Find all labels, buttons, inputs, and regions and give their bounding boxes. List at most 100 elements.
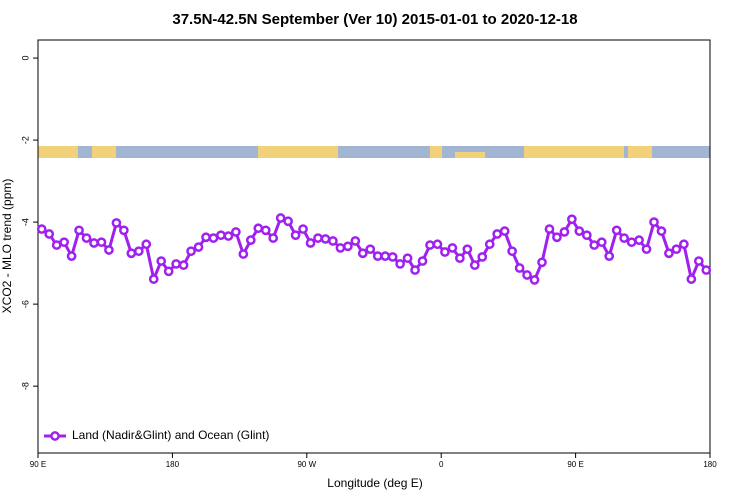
chart-title: 37.5N-42.5N September (Ver 10) 2015-01-0… — [172, 11, 577, 28]
point — [320, 234, 331, 244]
point — [119, 225, 129, 236]
y-tick-label: -6 — [20, 300, 30, 308]
point — [350, 236, 361, 246]
point — [649, 217, 659, 227]
point — [432, 239, 443, 250]
point — [574, 226, 585, 236]
point — [148, 274, 159, 284]
point — [484, 239, 495, 250]
x-tick-label: 180 — [166, 460, 180, 469]
point — [499, 226, 510, 236]
point — [410, 265, 420, 275]
point — [171, 259, 181, 269]
point — [425, 240, 435, 250]
point — [529, 275, 540, 285]
point — [81, 233, 92, 243]
point — [395, 259, 405, 269]
point — [455, 253, 465, 264]
y-tick-label: 0 — [20, 56, 30, 61]
point — [567, 214, 577, 225]
point — [544, 224, 555, 234]
point — [492, 229, 503, 239]
point — [328, 236, 338, 246]
point — [462, 244, 473, 255]
x-tick-label: 0 — [439, 460, 444, 469]
point — [447, 243, 458, 253]
point — [104, 245, 114, 255]
point — [313, 233, 323, 243]
point — [440, 247, 450, 257]
point — [507, 246, 517, 257]
point — [238, 249, 249, 259]
point — [275, 213, 286, 223]
map-strip — [38, 146, 710, 158]
point — [387, 252, 398, 262]
point — [343, 241, 353, 252]
y-tick-label: -8 — [20, 382, 30, 390]
point — [679, 239, 689, 250]
point — [514, 263, 525, 273]
point — [537, 257, 547, 268]
point — [626, 237, 637, 248]
point — [283, 216, 293, 227]
point — [664, 248, 674, 259]
point — [44, 229, 55, 239]
x-tick-label: 90 E — [30, 460, 46, 469]
point — [260, 225, 271, 236]
point — [656, 226, 667, 236]
point — [671, 244, 682, 255]
point — [581, 230, 592, 241]
point — [559, 227, 570, 237]
point — [66, 251, 77, 261]
point — [686, 274, 697, 284]
point — [178, 260, 189, 271]
point — [522, 270, 532, 280]
point — [335, 243, 346, 253]
point — [693, 256, 704, 266]
point — [223, 231, 234, 241]
point — [245, 235, 256, 245]
point — [290, 230, 301, 241]
point — [596, 237, 607, 248]
point — [305, 238, 316, 248]
x-tick-label: 180 — [703, 460, 717, 469]
point — [417, 256, 428, 266]
point — [365, 244, 376, 255]
point — [298, 224, 308, 234]
point — [186, 246, 196, 257]
x-tick-label: 90 E — [567, 460, 583, 469]
point — [126, 248, 137, 259]
point — [253, 223, 264, 234]
point — [51, 240, 62, 250]
point — [133, 246, 144, 257]
point — [208, 233, 219, 243]
point — [380, 251, 391, 261]
plot-frame — [37, 39, 711, 454]
point — [201, 232, 211, 243]
point — [589, 240, 600, 250]
legend-marker — [50, 431, 60, 441]
point — [163, 266, 174, 277]
y-tick-label: -2 — [20, 136, 30, 144]
point — [477, 252, 488, 262]
point — [619, 233, 629, 243]
point — [216, 230, 226, 241]
point — [604, 251, 615, 261]
legend-label: Land (Nadir&Glint) and Ocean (Glint) — [72, 428, 269, 442]
point — [89, 238, 99, 248]
point — [357, 248, 368, 259]
point — [611, 225, 622, 236]
point — [141, 239, 152, 250]
point — [231, 227, 241, 237]
x-axis-label: Longitude (deg E) — [327, 476, 422, 490]
point — [59, 237, 69, 248]
point — [402, 253, 413, 264]
point — [268, 233, 279, 243]
point — [372, 251, 383, 261]
point — [156, 256, 167, 266]
point — [634, 235, 644, 245]
point — [701, 265, 712, 275]
y-axis-label: XCO2 - MLO trend (ppm) — [0, 179, 14, 314]
point — [36, 224, 47, 234]
